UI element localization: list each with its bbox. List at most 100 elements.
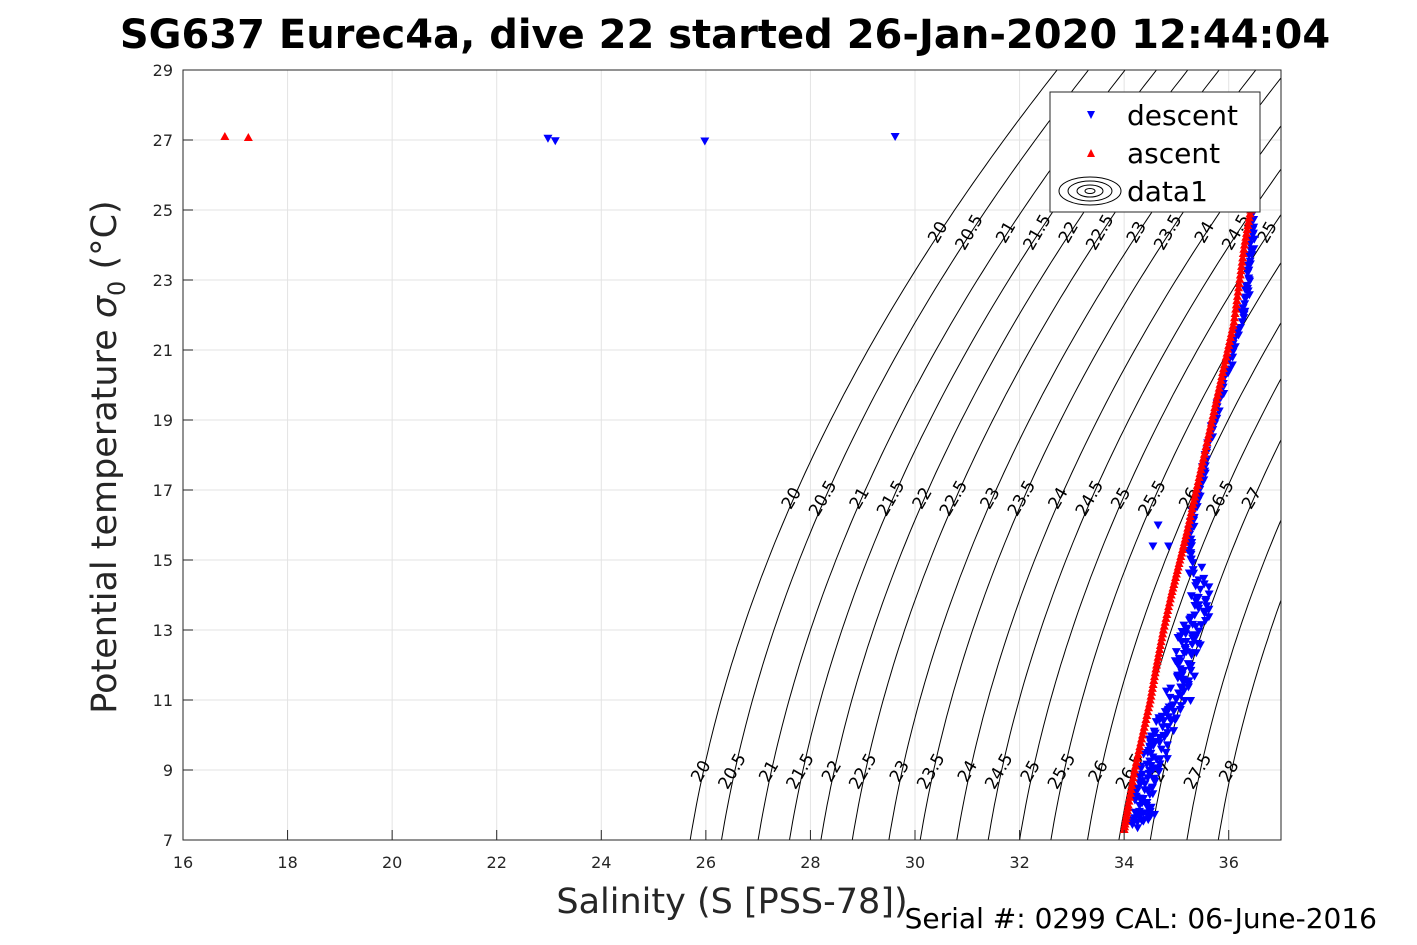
ascent-marker — [1237, 257, 1247, 266]
descent-marker — [1171, 648, 1181, 657]
ascent-marker — [1149, 672, 1159, 681]
descent-marker — [1133, 824, 1143, 833]
y-tick-label: 9 — [163, 761, 173, 780]
descent-marker — [1140, 780, 1150, 789]
ascent-marker — [1194, 473, 1204, 482]
legend-descent-label: descent — [1127, 99, 1238, 132]
density-contour-line — [987, 168, 1281, 840]
descent-marker — [1249, 235, 1259, 244]
ascent-marker — [1234, 283, 1244, 292]
descent-marker — [1237, 318, 1247, 327]
ascent-marker — [1148, 679, 1158, 688]
ascent-marker — [1232, 291, 1242, 300]
ascent-marker — [1212, 391, 1222, 400]
descent-marker — [1204, 583, 1214, 592]
ascent-marker — [1205, 426, 1215, 435]
ascent-marker — [1208, 410, 1218, 419]
ascent-marker — [1217, 371, 1227, 380]
ascent-marker — [1207, 414, 1217, 423]
ascent-marker — [1130, 761, 1140, 770]
ascent-marker — [1235, 274, 1245, 283]
descent-marker — [1164, 713, 1174, 722]
data-points — [220, 132, 1259, 833]
ascent-marker — [1197, 461, 1207, 470]
descent-marker — [1143, 786, 1153, 795]
y-tick-label: 29 — [153, 61, 173, 80]
descent-marker — [1187, 640, 1197, 649]
ascent-marker — [1136, 738, 1146, 747]
ascent-marker — [1139, 722, 1149, 731]
ascent-marker — [1138, 726, 1148, 735]
y-tick-label: 21 — [153, 341, 173, 360]
x-tick-label: 18 — [277, 853, 297, 872]
descent-marker — [1148, 741, 1158, 750]
ascent-marker — [1238, 249, 1248, 258]
ascent-marker — [1157, 633, 1167, 642]
ascent-marker — [1137, 734, 1147, 743]
descent-marker — [1181, 648, 1191, 657]
legend-data1-label: data1 — [1127, 175, 1208, 208]
descent-marker — [1227, 361, 1237, 370]
descent-marker — [1169, 727, 1179, 736]
descent-marker — [1248, 231, 1258, 240]
ascent-marker — [1135, 742, 1145, 751]
ascent-marker — [1234, 279, 1244, 287]
x-tick-label: 36 — [1219, 853, 1239, 872]
ascent-marker — [1119, 825, 1129, 833]
descent-marker — [1201, 597, 1211, 606]
density-contour-line — [1050, 261, 1281, 840]
descent-marker — [890, 133, 900, 141]
descent-marker — [1243, 261, 1253, 270]
x-axis-label: Salinity (S [PSS-78]) — [556, 882, 907, 922]
descent-marker — [1135, 807, 1145, 816]
descent-marker — [1180, 697, 1190, 706]
descent-marker — [1196, 621, 1206, 630]
ascent-marker — [1239, 244, 1249, 253]
descent-marker — [1166, 684, 1176, 693]
ascent-marker — [1242, 224, 1252, 233]
ascent-marker — [1230, 308, 1240, 317]
density-contour-line — [720, 70, 1090, 840]
descent-marker — [543, 134, 553, 143]
ascent-marker — [1201, 441, 1211, 450]
ascent-marker — [1241, 232, 1251, 241]
ascent-marker — [1236, 266, 1246, 275]
descent-marker — [1158, 723, 1168, 732]
ascent-marker — [1198, 453, 1208, 462]
legend-ascent-label: ascent — [1127, 137, 1220, 170]
descent-marker — [1164, 542, 1174, 551]
ascent-marker — [1213, 387, 1223, 396]
descent-marker — [1194, 627, 1204, 636]
ascent-marker — [1132, 753, 1142, 762]
ascent-marker — [1147, 687, 1157, 696]
ascent-marker — [1151, 664, 1161, 673]
ascent-marker — [1146, 691, 1156, 700]
ascent-marker — [1155, 644, 1165, 653]
descent-marker — [1186, 666, 1196, 675]
ascent-marker — [1239, 240, 1249, 249]
descent-marker — [1240, 295, 1250, 304]
ascent-marker — [1185, 511, 1195, 520]
descent-marker — [1154, 739, 1164, 748]
ascent-marker — [1187, 504, 1197, 513]
x-tick-label: 22 — [487, 853, 507, 872]
descent-marker — [1159, 717, 1169, 726]
ascent-marker — [1228, 321, 1238, 330]
ascent-marker — [1202, 438, 1212, 447]
ascent-marker — [1128, 777, 1138, 786]
ascent-marker — [1140, 718, 1150, 727]
y-tick-label: 7 — [163, 831, 173, 850]
ascent-marker — [1143, 707, 1153, 716]
descent-marker — [1240, 300, 1250, 309]
ascent-marker — [1225, 333, 1235, 342]
y-axis-label-subscript: 0 — [103, 281, 131, 296]
ascent-marker — [1161, 613, 1171, 622]
descent-marker — [1146, 732, 1156, 741]
ascent-marker — [1221, 352, 1231, 361]
ascent-marker — [1160, 617, 1170, 626]
ascent-marker — [1232, 296, 1242, 305]
y-axis-label-main: Potential temperature — [85, 318, 125, 714]
ascent-marker — [1203, 434, 1213, 443]
ascent-marker — [1225, 336, 1235, 345]
descent-marker — [1186, 662, 1196, 671]
